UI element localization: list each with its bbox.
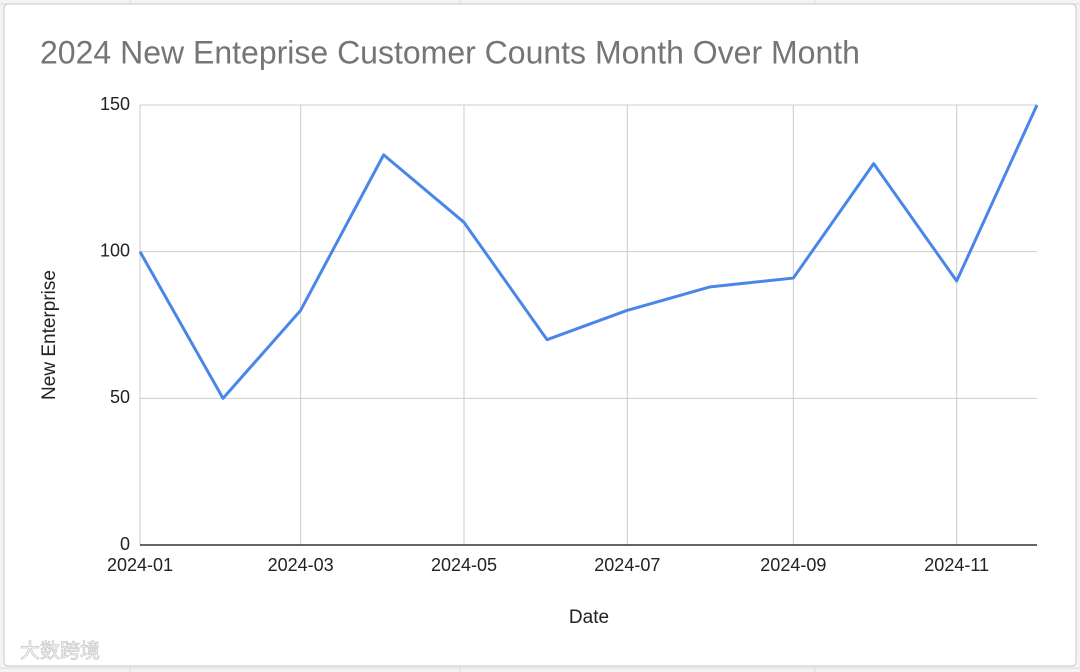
x-axis-label: Date: [569, 607, 609, 628]
y-tick-label: 150: [100, 94, 130, 114]
y-tick-label: 50: [110, 387, 130, 407]
x-tick-label: 2024-11: [924, 555, 989, 575]
y-tick-label: 0: [120, 534, 130, 554]
chart-card: [3, 3, 1077, 667]
y-tick-label: 100: [100, 240, 130, 260]
x-tick-label: 2024-01: [107, 555, 173, 575]
chart-title: 2024 New Enteprise Customer Counts Month…: [40, 34, 860, 70]
x-tick-label: 2024-07: [594, 555, 660, 575]
watermark: 大数跨境: [20, 639, 100, 662]
data-line: [138, 104, 1039, 400]
x-tick-label: 2024-03: [268, 555, 334, 575]
x-tick-label: 2024-09: [760, 555, 826, 575]
x-tick-label: 2024-05: [431, 555, 497, 575]
y-axis-label: New Enterprise: [39, 270, 60, 400]
